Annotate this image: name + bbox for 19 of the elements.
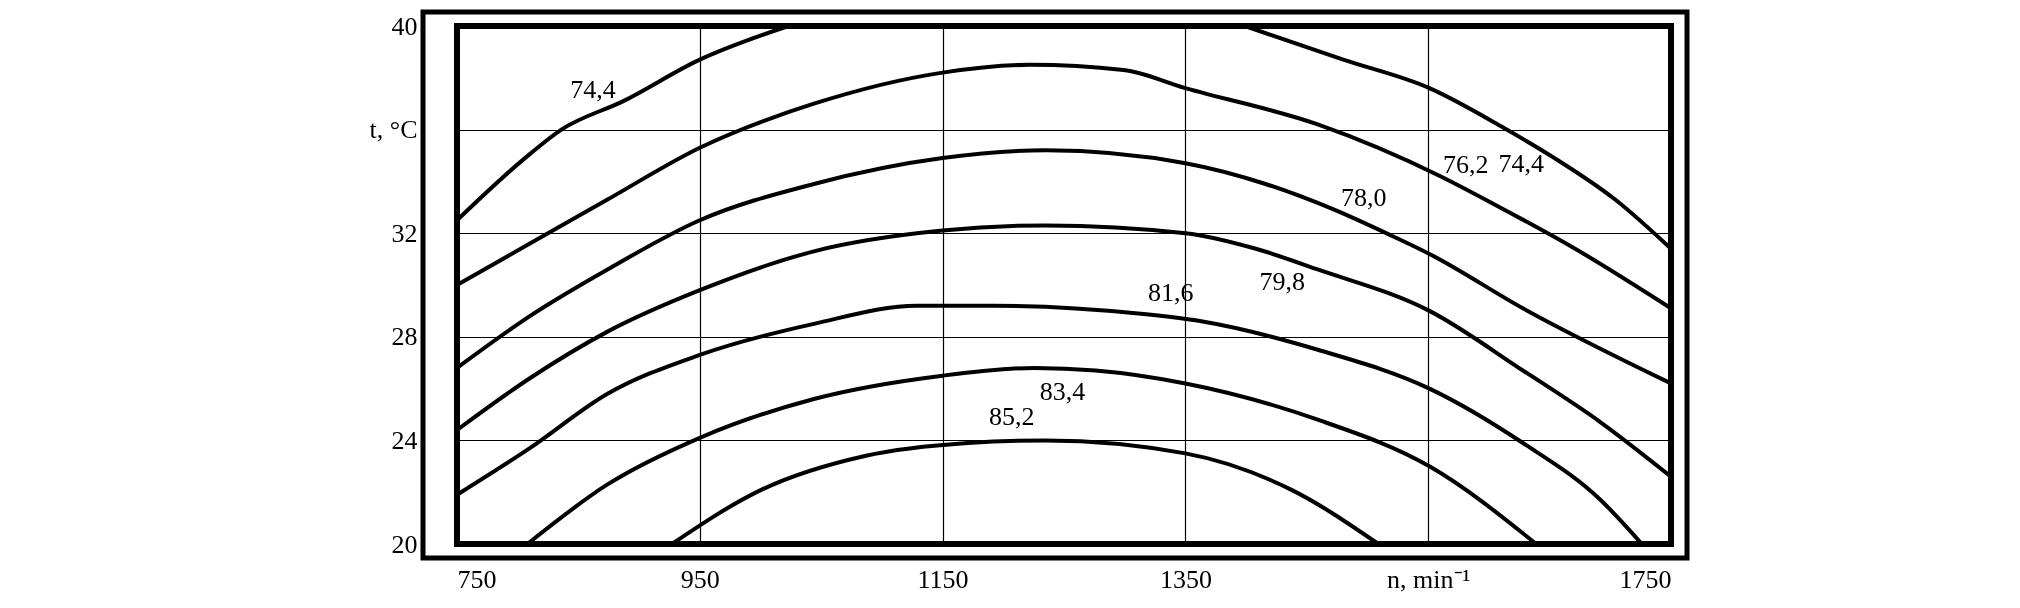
x-tick-label: 1150 (917, 564, 969, 594)
y-tick-label: 24 (391, 425, 418, 455)
y-tick-label: 40 (391, 11, 418, 41)
y-tick-label: 20 (391, 529, 418, 559)
y-axis-title: t, °C (369, 115, 418, 145)
y-tick-label: 32 (391, 218, 418, 248)
series-label: 74,4 (570, 75, 616, 105)
series-label: 79,8 (1259, 266, 1305, 296)
x-tick-label: 950 (680, 564, 720, 594)
series-label: 83,4 (1039, 377, 1086, 407)
x-axis-title: n, min⁻¹ (1387, 564, 1471, 594)
series-label: 76,2 (1443, 149, 1489, 179)
y-tick-label: 28 (391, 322, 418, 352)
series-label: 78,0 (1341, 183, 1387, 213)
x-tick-label: 750 (457, 564, 497, 594)
series-label: 74,4 (1498, 148, 1545, 178)
x-tick-label: 1350 (1159, 564, 1212, 594)
x-tick-label: 1750 (1619, 564, 1672, 594)
series-label: 85,2 (989, 401, 1035, 431)
